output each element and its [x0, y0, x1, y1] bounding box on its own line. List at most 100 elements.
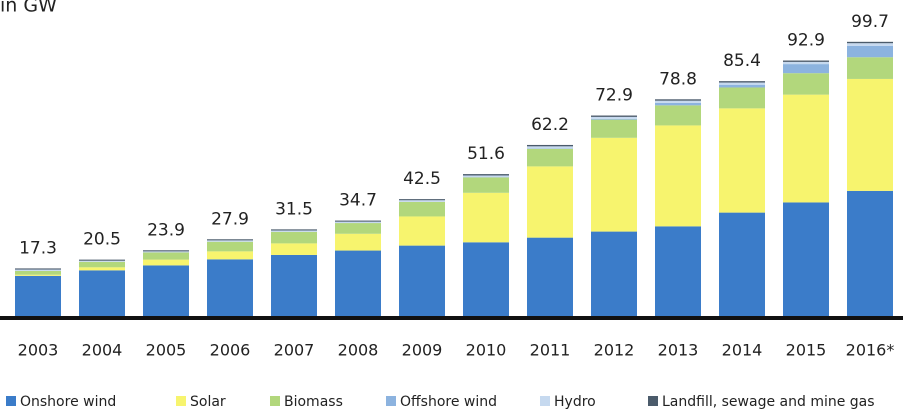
total-label: 72.9 [595, 86, 633, 106]
bar-segment [79, 260, 125, 262]
chart-title: in GW [0, 0, 57, 17]
x-tick-label: 2016* [846, 341, 895, 360]
bar-segment [783, 94, 829, 203]
bar-segment [655, 102, 701, 106]
bar-segment [463, 192, 509, 243]
bar-segment [143, 251, 189, 253]
bar-segment [271, 254, 317, 316]
legend-swatch [176, 396, 186, 406]
total-label: 20.5 [83, 230, 121, 250]
bar-segment [847, 78, 893, 191]
bar-segment [399, 201, 445, 217]
legend-label: Biomass [284, 394, 343, 410]
bar-segment [527, 148, 573, 167]
bar-segment [847, 43, 893, 46]
bar-segment [143, 252, 189, 260]
bar-segment [79, 261, 125, 268]
bar-segment [783, 61, 829, 65]
legend-label: Offshore wind [400, 394, 497, 410]
bar-segment [399, 245, 445, 316]
x-tick-label: 2012 [594, 341, 635, 360]
legend-swatch [386, 396, 396, 406]
x-tick-label: 2005 [146, 341, 187, 360]
bar-segment [399, 200, 445, 202]
total-label: 17.3 [19, 238, 57, 258]
bar-segment [655, 99, 701, 101]
bar-segment [655, 105, 701, 126]
x-tick-label: 2010 [466, 341, 507, 360]
x-tick-label: 2011 [530, 341, 571, 360]
bar-segment [591, 118, 637, 120]
legend-swatch [6, 396, 16, 406]
bar-segment [527, 148, 573, 149]
bar-segment [79, 270, 125, 316]
legend-label: Onshore wind [20, 394, 116, 410]
total-label: 27.9 [211, 209, 249, 229]
bar-segment [335, 220, 381, 222]
bar-segment [207, 259, 253, 316]
total-label: 92.9 [787, 31, 825, 51]
bar-segment [335, 233, 381, 251]
bar-segment [655, 100, 701, 103]
bar-segment [847, 57, 893, 79]
bar-segment [719, 108, 765, 213]
bar-segment [335, 223, 381, 234]
bar-segment [15, 275, 61, 316]
bar-segment [15, 268, 61, 270]
bar-segment [143, 265, 189, 316]
bar-segment [783, 73, 829, 95]
total-label: 85.4 [723, 51, 761, 71]
legend-swatch [540, 396, 550, 406]
total-label: 34.7 [339, 191, 377, 211]
bar-segment [335, 221, 381, 224]
legend-label: Landfill, sewage and mine gas [662, 394, 875, 410]
legend-label: Solar [190, 394, 226, 410]
bar-segment [527, 144, 573, 147]
bar-segment [207, 240, 253, 242]
x-tick-label: 2007 [274, 341, 315, 360]
total-label: 99.7 [851, 12, 889, 32]
bar-segment [783, 202, 829, 316]
bar-segment [271, 243, 317, 255]
bar-segment [847, 45, 893, 58]
bar-segment [143, 259, 189, 266]
total-label: 23.9 [147, 220, 185, 240]
x-tick-label: 2015 [786, 341, 827, 360]
bar-segment [719, 84, 765, 88]
bar-segment [15, 270, 61, 275]
bar-segment [399, 216, 445, 246]
x-tick-label: 2006 [210, 341, 251, 360]
bar-segment [463, 175, 509, 178]
total-label: 51.6 [467, 144, 505, 164]
bar-segment [335, 250, 381, 316]
bar-segment [463, 177, 509, 193]
bar-segment [527, 146, 573, 149]
bar-segment [463, 174, 509, 176]
bar-segment [655, 125, 701, 227]
bar-segment [15, 269, 61, 271]
bar-segment [591, 115, 637, 117]
bar-segment [207, 241, 253, 252]
bar-segment [591, 119, 637, 138]
bar-segment [79, 267, 125, 271]
legend-label: Hydro [554, 394, 596, 410]
x-tick-label: 2009 [402, 341, 443, 360]
total-label: 42.5 [403, 169, 441, 189]
x-tick-label: 2008 [338, 341, 379, 360]
total-label: 62.2 [531, 115, 569, 135]
bar-segment [719, 82, 765, 85]
bar-segment [527, 237, 573, 316]
baseline [0, 316, 903, 320]
bar-segment [783, 60, 829, 62]
bar-segment [591, 231, 637, 316]
bar-segment [527, 166, 573, 238]
bar-segment [271, 231, 317, 244]
legend-swatch [648, 396, 658, 406]
x-tick-label: 2014 [722, 341, 763, 360]
bar-segment [15, 274, 61, 276]
bar-segment [655, 226, 701, 316]
bar-segment [271, 229, 317, 231]
bar-segment [591, 116, 637, 119]
bar-segment [719, 87, 765, 109]
